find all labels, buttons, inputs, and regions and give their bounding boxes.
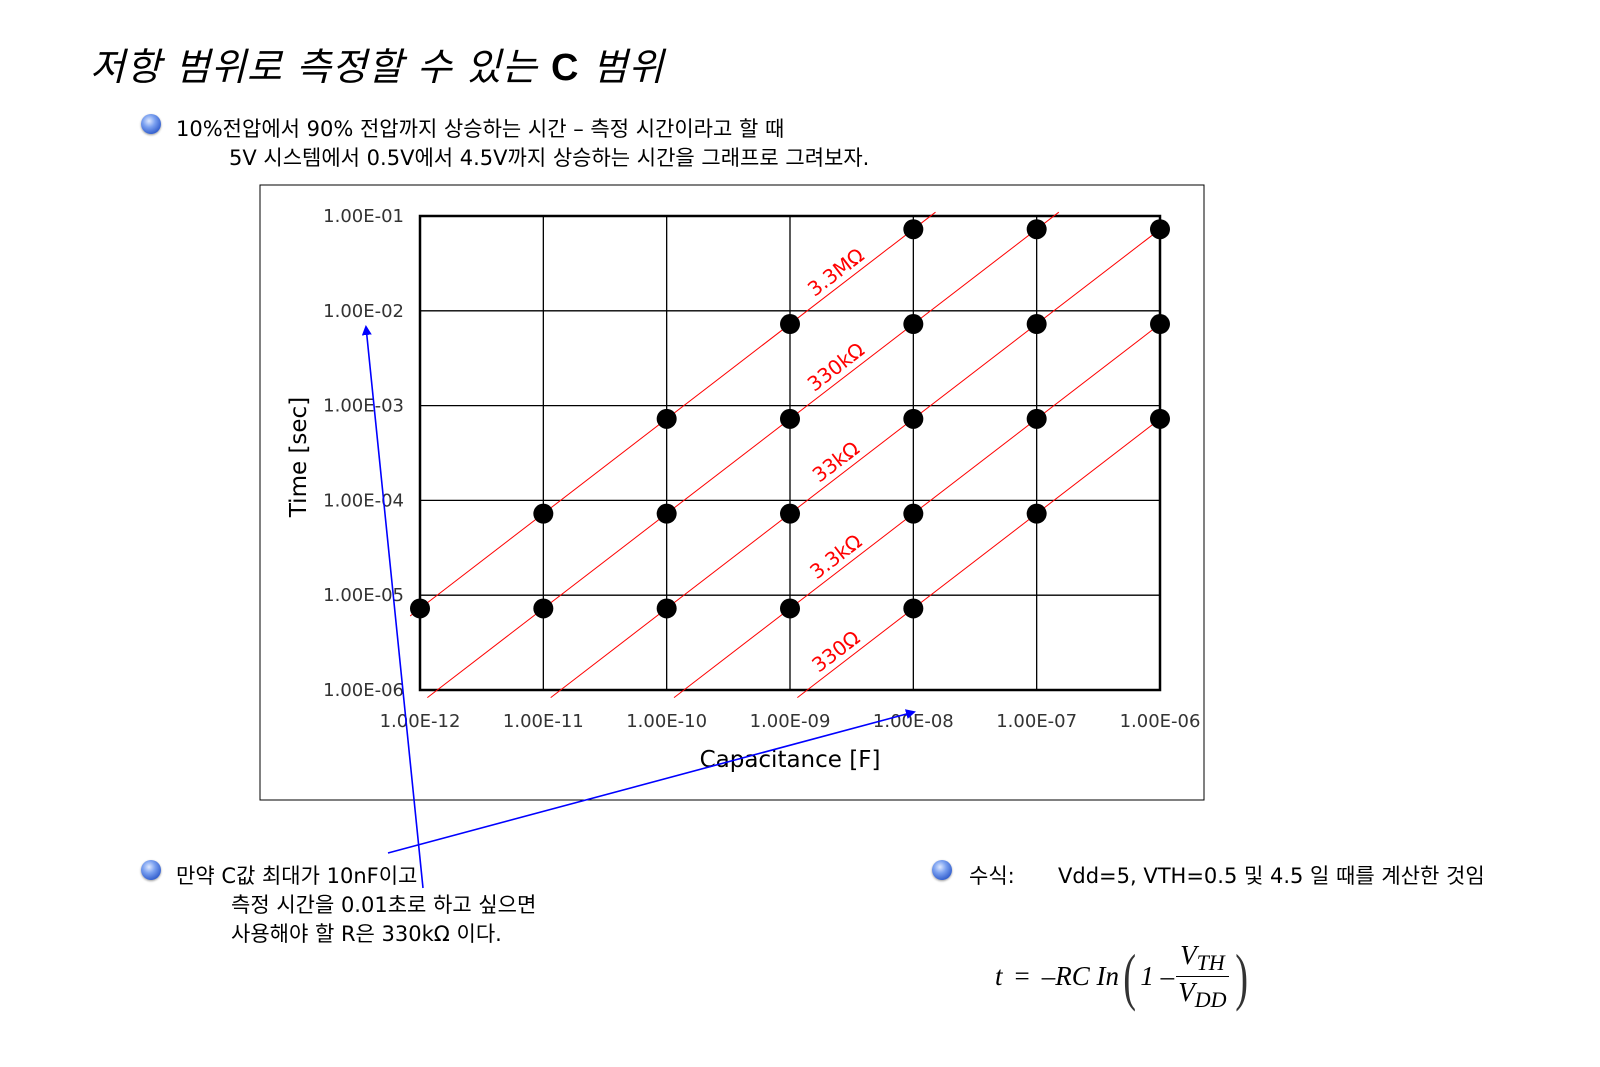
plot-area-border bbox=[418, 214, 1162, 692]
formula-equals: = bbox=[1014, 961, 1030, 991]
title-text: 저항 범위로 측정할 수 있는 bbox=[90, 45, 551, 89]
data-point bbox=[410, 598, 430, 619]
numerator-sub: TH bbox=[1196, 950, 1225, 975]
note-line-3: 사용해야 할 R은 330kΩ 이다. bbox=[231, 922, 502, 946]
resistance-line bbox=[550, 228, 1161, 698]
data-point bbox=[780, 314, 800, 335]
resistance-line bbox=[427, 211, 1060, 698]
data-point bbox=[656, 598, 677, 619]
data-point bbox=[533, 503, 554, 524]
formula-lhs: t bbox=[995, 961, 1003, 991]
x-tick-label: 1.00E-06 bbox=[1120, 711, 1201, 732]
title-bold: C bbox=[550, 47, 580, 89]
y-tick-label: 1.00E-04 bbox=[323, 490, 404, 511]
chart-frame bbox=[259, 184, 1205, 801]
formula-rhs: –RC In bbox=[1041, 961, 1119, 991]
data-point bbox=[903, 503, 924, 524]
y-tick-label: 1.00E-01 bbox=[323, 206, 404, 227]
rc-formula: t = –RC In ( 1 – VTH VDD ) bbox=[995, 940, 1252, 1013]
resistance-line bbox=[797, 418, 1161, 698]
arrow-to-time-0.01 bbox=[361, 325, 424, 889]
data-point bbox=[1150, 408, 1170, 429]
bullet-icon bbox=[141, 860, 161, 880]
data-point bbox=[1026, 503, 1047, 524]
data-point bbox=[656, 503, 677, 524]
data-point bbox=[1026, 219, 1047, 240]
x-tick-label: 1.00E-10 bbox=[626, 711, 707, 732]
data-point bbox=[903, 314, 924, 335]
x-tick-label: 1.00E-11 bbox=[503, 711, 584, 732]
data-point bbox=[1026, 314, 1047, 335]
note-line-2: 측정 시간을 0.01초로 하고 싶으면 bbox=[231, 893, 537, 917]
data-point bbox=[780, 503, 800, 524]
y-tick-label: 1.00E-02 bbox=[323, 301, 404, 322]
tick-labels: 1.00E-12 1.00E-11 1.00E-10 1.00E-09 1.00E-08… bbox=[323, 206, 1200, 732]
intro-line-1: 10%전압에서 90% 전압까지 상승하는 시간 – 측정 시간이라고 할 때 bbox=[176, 117, 785, 141]
right-paren: ) bbox=[1234, 940, 1248, 1012]
data-point bbox=[780, 408, 800, 429]
bullet-icon bbox=[932, 860, 952, 880]
data-point bbox=[903, 598, 924, 619]
data-point bbox=[903, 219, 924, 240]
x-tick-label: 1.00E-07 bbox=[996, 711, 1077, 732]
y-tick-label: 1.00E-06 bbox=[323, 680, 404, 701]
y-tick-label: 1.00E-03 bbox=[323, 396, 404, 417]
data-point bbox=[656, 408, 677, 429]
data-point bbox=[903, 408, 924, 429]
y-axis-title: Time [sec] bbox=[286, 397, 312, 518]
formula-description: Vdd=5, VTH=0.5 및 4.5 일 때를 계산한 것임 bbox=[1058, 864, 1485, 888]
left-paren: ( bbox=[1123, 940, 1137, 1012]
title-tail: 범위 bbox=[579, 45, 665, 89]
x-tick-label: 1.00E-08 bbox=[873, 711, 954, 732]
fraction: VTH VDD bbox=[1176, 940, 1229, 1013]
data-point bbox=[533, 598, 554, 619]
data-points bbox=[410, 219, 1170, 619]
x-tick-label: 1.00E-12 bbox=[380, 711, 461, 732]
denominator: V bbox=[1178, 977, 1195, 1007]
intro-line-2: 5V 시스템에서 0.5V에서 4.5V까지 상승하는 시간을 그래프로 그려보… bbox=[229, 146, 870, 170]
arrow-to-capacitance-10nF bbox=[387, 709, 916, 854]
slide-title: 저항 범위로 측정할 수 있는 C 범위 bbox=[90, 36, 664, 91]
data-point bbox=[1150, 314, 1170, 335]
x-tick-label: 1.00E-09 bbox=[750, 711, 831, 732]
note-line-1: 만약 C값 최대가 10nF이고 bbox=[176, 864, 418, 888]
x-axis-title: Capacitance [F] bbox=[700, 747, 881, 773]
formula-label: 수식: bbox=[969, 864, 1015, 888]
data-point bbox=[780, 598, 800, 619]
denominator-sub: DD bbox=[1194, 987, 1227, 1012]
data-point bbox=[1026, 408, 1047, 429]
y-tick-label: 1.00E-05 bbox=[323, 585, 404, 606]
numerator: V bbox=[1180, 940, 1197, 970]
data-point bbox=[1150, 219, 1170, 240]
bullet-icon bbox=[141, 114, 161, 134]
formula-one-minus: 1 – bbox=[1140, 961, 1175, 991]
